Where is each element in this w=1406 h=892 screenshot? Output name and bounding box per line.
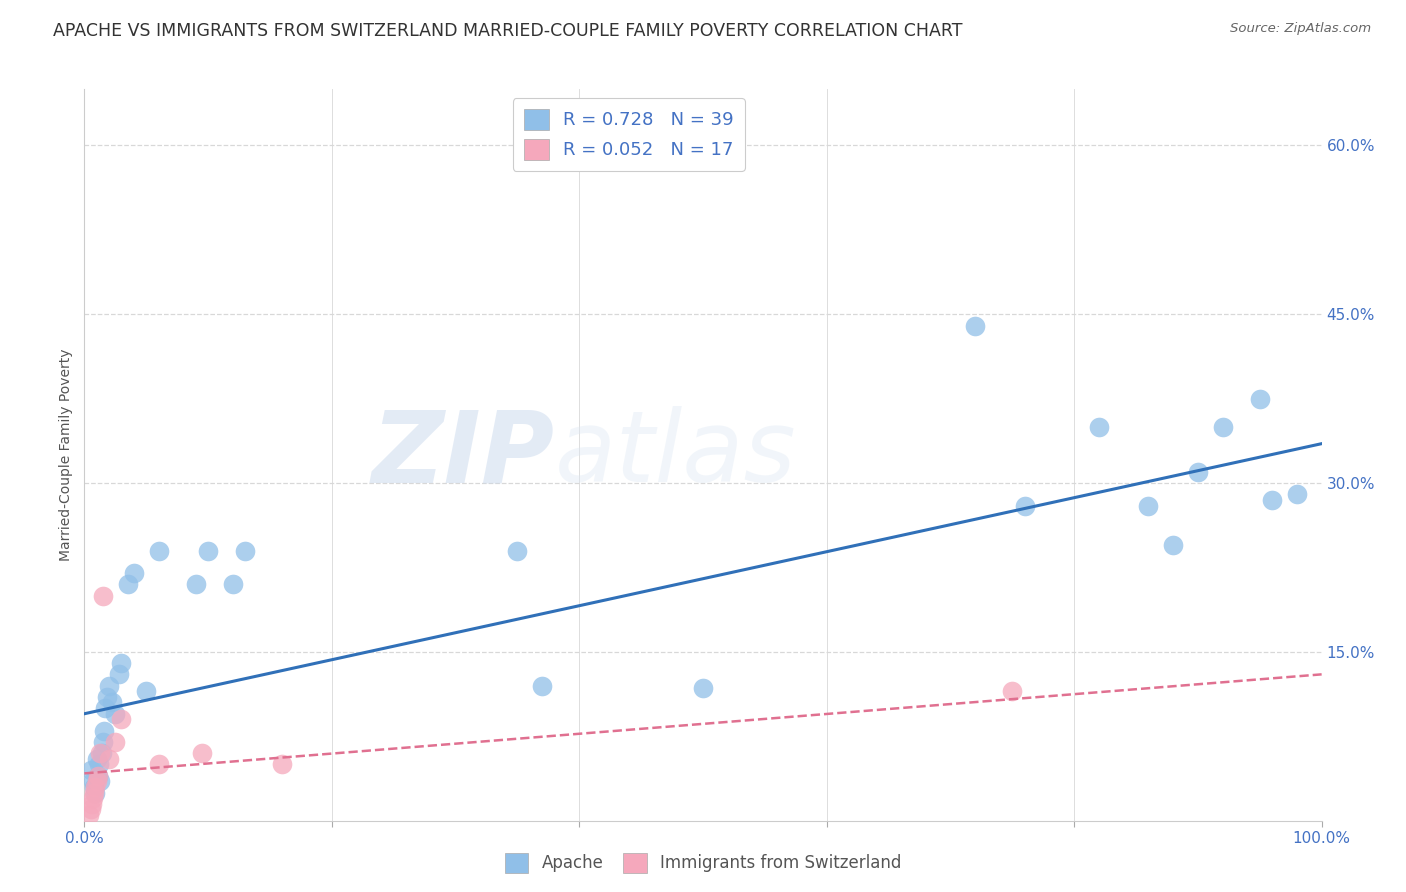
Point	[104, 735, 127, 749]
Point	[184, 577, 207, 591]
Point	[87, 769, 110, 783]
Point	[117, 577, 139, 591]
Point	[271, 757, 294, 772]
Point	[83, 780, 105, 794]
Point	[222, 577, 245, 591]
Point	[104, 706, 127, 721]
Point	[110, 656, 132, 670]
Point	[100, 696, 122, 710]
Legend: Apache, Immigrants from Switzerland: Apache, Immigrants from Switzerland	[498, 847, 908, 880]
Point	[90, 746, 112, 760]
Point	[1187, 465, 1209, 479]
Point	[1014, 499, 1036, 513]
Point	[692, 681, 714, 695]
Point	[79, 802, 101, 816]
Point	[197, 543, 219, 558]
Text: Source: ZipAtlas.com: Source: ZipAtlas.com	[1230, 22, 1371, 36]
Point	[1285, 487, 1308, 501]
Point	[93, 723, 115, 738]
Point	[79, 763, 101, 777]
Point	[91, 735, 114, 749]
Point	[148, 757, 170, 772]
Point	[91, 589, 114, 603]
Point	[86, 752, 108, 766]
Point	[108, 667, 131, 681]
Point	[98, 679, 121, 693]
Point	[79, 808, 101, 822]
Point	[110, 712, 132, 726]
Point	[84, 785, 107, 799]
Point	[87, 769, 110, 783]
Point	[531, 679, 554, 693]
Legend: R = 0.728   N = 39, R = 0.052   N = 17: R = 0.728 N = 39, R = 0.052 N = 17	[513, 98, 745, 170]
Y-axis label: Married-Couple Family Poverty: Married-Couple Family Poverty	[59, 349, 73, 561]
Point	[1161, 538, 1184, 552]
Point	[1261, 492, 1284, 507]
Point	[965, 318, 987, 333]
Point	[1212, 419, 1234, 434]
Point	[135, 684, 157, 698]
Point	[89, 774, 111, 789]
Point	[98, 752, 121, 766]
Point	[148, 543, 170, 558]
Point	[1137, 499, 1160, 513]
Point	[233, 543, 256, 558]
Point	[1088, 419, 1111, 434]
Point	[506, 543, 529, 558]
Point	[80, 797, 103, 811]
Point	[84, 780, 107, 794]
Point	[96, 690, 118, 704]
Point	[89, 757, 111, 772]
Point	[89, 746, 111, 760]
Text: APACHE VS IMMIGRANTS FROM SWITZERLAND MARRIED-COUPLE FAMILY POVERTY CORRELATION : APACHE VS IMMIGRANTS FROM SWITZERLAND MA…	[53, 22, 963, 40]
Point	[86, 774, 108, 789]
Point	[82, 791, 104, 805]
Text: ZIP: ZIP	[371, 407, 554, 503]
Point	[83, 785, 105, 799]
Point	[82, 774, 104, 789]
Text: atlas: atlas	[554, 407, 796, 503]
Point	[122, 566, 145, 580]
Point	[1001, 684, 1024, 698]
Point	[94, 701, 117, 715]
Point	[1249, 392, 1271, 406]
Point	[191, 746, 214, 760]
